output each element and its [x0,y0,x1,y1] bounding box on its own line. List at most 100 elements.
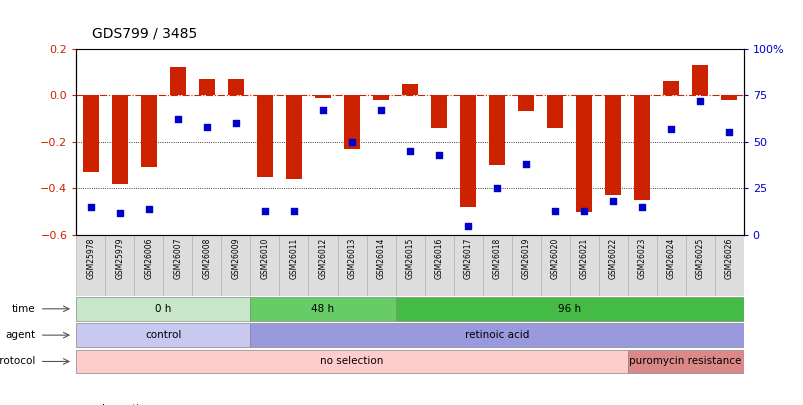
Bar [141,95,157,167]
Bar [286,95,302,179]
Bar [395,297,743,321]
Bar [627,235,656,296]
Point [84,204,97,210]
Point [432,151,445,158]
Bar [344,95,360,149]
Point [577,207,590,214]
Bar [251,323,743,347]
Text: ■: ■ [84,403,96,405]
Bar [547,95,562,128]
Bar [221,235,251,296]
Bar [482,235,511,296]
Bar [251,235,279,296]
Bar [105,235,134,296]
Bar [76,297,251,321]
Text: time: time [11,304,35,314]
Text: GSM26013: GSM26013 [347,238,356,279]
Point [635,204,648,210]
Text: GSM26025: GSM26025 [695,238,703,279]
Bar [605,95,621,195]
Bar [656,235,685,296]
Point [171,116,184,123]
Text: GSM26010: GSM26010 [260,238,269,279]
Text: GSM26007: GSM26007 [173,238,182,279]
Text: GSM26018: GSM26018 [492,238,501,279]
Text: GSM26021: GSM26021 [579,238,588,279]
Bar [424,235,453,296]
Bar [192,235,221,296]
Bar [366,235,395,296]
Bar [395,235,424,296]
Text: GSM26014: GSM26014 [376,238,385,279]
Text: GSM26024: GSM26024 [666,238,675,279]
Bar [714,235,743,296]
Bar [169,67,185,95]
Text: GSM26009: GSM26009 [231,238,240,279]
Bar [459,95,475,207]
Text: agent: agent [5,330,35,340]
Bar [627,350,743,373]
Point [490,185,503,192]
Bar [569,235,598,296]
Bar [315,95,331,98]
Bar [257,95,272,177]
Bar [540,235,569,296]
Bar [634,95,650,200]
Bar [691,65,707,95]
Text: GSM26026: GSM26026 [724,238,733,279]
Bar [453,235,482,296]
Text: GSM26022: GSM26022 [608,238,617,279]
Bar [511,235,540,296]
Point [664,126,677,132]
Bar [112,95,128,184]
Point [548,207,560,214]
Bar [76,323,251,347]
Point [287,207,300,214]
Bar [430,95,446,128]
Point [606,198,619,205]
Point [229,120,242,126]
Text: control: control [145,330,181,340]
Text: GSM26011: GSM26011 [289,238,298,279]
Bar [517,95,533,111]
Bar [662,81,679,95]
Text: GSM26015: GSM26015 [405,238,414,279]
Text: GSM26019: GSM26019 [521,238,530,279]
Bar [134,235,163,296]
Text: GSM26023: GSM26023 [637,238,646,279]
Bar [598,235,627,296]
Bar [83,95,99,172]
Point [142,206,155,212]
Text: 0 h: 0 h [155,304,171,314]
Bar [251,297,395,321]
Text: 96 h: 96 h [557,304,581,314]
Point [461,222,474,229]
Text: GSM26008: GSM26008 [202,238,211,279]
Bar [279,235,308,296]
Bar [76,235,105,296]
Text: no selection: no selection [320,356,383,367]
Text: GSM26006: GSM26006 [145,238,153,279]
Point [519,161,532,167]
Point [259,207,271,214]
Text: growth protocol: growth protocol [0,356,35,367]
Point [403,148,416,154]
Text: GSM26017: GSM26017 [463,238,472,279]
Bar [402,83,418,95]
Text: GSM26012: GSM26012 [318,238,327,279]
Bar [685,235,714,296]
Point [200,124,213,130]
Text: GSM25978: GSM25978 [86,238,96,279]
Text: GSM25979: GSM25979 [116,238,124,279]
Bar [228,79,243,95]
Text: 48 h: 48 h [311,304,334,314]
Bar [198,79,214,95]
Text: GSM26016: GSM26016 [434,238,443,279]
Bar [488,95,504,165]
Point [316,107,329,113]
Bar [720,95,736,100]
Text: log ratio: log ratio [102,404,145,405]
Text: GSM26020: GSM26020 [550,238,559,279]
Point [722,129,735,136]
Bar [576,95,591,211]
